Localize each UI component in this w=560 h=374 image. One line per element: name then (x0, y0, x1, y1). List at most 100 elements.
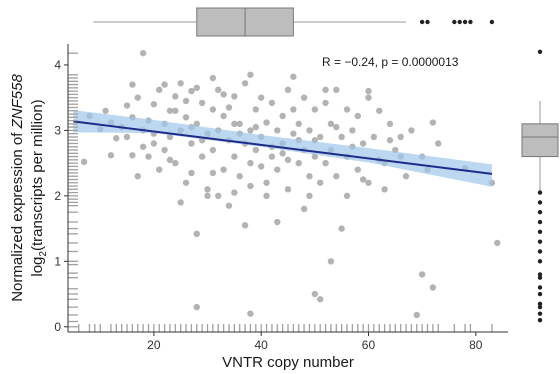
correlation-annotation: R = −0.24, p = 0.0000013 (322, 55, 459, 69)
x-tick-label: 60 (362, 338, 376, 352)
data-point (306, 127, 313, 134)
y-box-outlier (537, 190, 543, 195)
data-point (274, 218, 281, 226)
y-tick-label: 3 (54, 123, 61, 137)
data-point (113, 135, 120, 142)
data-point (316, 179, 324, 186)
data-point (435, 140, 442, 147)
data-point (129, 152, 136, 159)
data-point (150, 140, 158, 147)
data-point (209, 146, 217, 154)
data-point (236, 120, 243, 128)
data-point (311, 153, 319, 160)
data-point (172, 93, 179, 100)
data-point (284, 186, 292, 193)
data-point (193, 120, 200, 128)
data-point (156, 86, 163, 94)
data-point (166, 107, 174, 114)
y-axis-title-log: log (29, 257, 46, 277)
data-point (134, 94, 141, 101)
data-point (274, 127, 281, 134)
data-point (327, 120, 335, 128)
data-point (263, 192, 270, 200)
data-point (209, 169, 217, 177)
data-point (333, 173, 340, 180)
data-point (166, 156, 174, 164)
data-point (139, 49, 147, 57)
y-box-outlier (537, 49, 543, 55)
y-box-outlier (537, 285, 543, 290)
data-point (209, 74, 217, 82)
data-point (182, 97, 190, 105)
y-axis-title-gene: ZNF558 (9, 74, 26, 130)
data-point (333, 123, 340, 131)
data-point (381, 186, 388, 193)
data-point (204, 186, 211, 193)
data-point (123, 102, 131, 109)
y-axis-title-suffix: (transcripts per million) (29, 99, 46, 251)
data-point (188, 140, 195, 147)
data-point (209, 106, 217, 113)
data-point (193, 84, 200, 92)
data-point (204, 192, 211, 200)
x-box-outlier (452, 19, 457, 25)
y-box-outlier (537, 249, 543, 254)
y-axis-title-subscript: 2 (38, 251, 49, 257)
data-point (268, 99, 276, 107)
data-point (311, 106, 319, 113)
y-axis-title-line-2: log2(transcripts per million) (29, 99, 49, 276)
y-box-outlier (537, 301, 543, 307)
data-point (252, 106, 260, 113)
data-point (247, 310, 254, 317)
data-point (359, 140, 367, 147)
data-point (188, 169, 195, 177)
data-point (300, 205, 308, 213)
y-box-outlier (537, 291, 543, 297)
data-point (123, 133, 131, 141)
y-rug (68, 52, 78, 328)
data-point (107, 152, 115, 159)
data-point (166, 133, 174, 141)
data-point (150, 101, 158, 108)
data-point (284, 86, 292, 94)
data-point (386, 120, 394, 128)
data-point (429, 284, 437, 291)
top-marginal-boxplot (93, 7, 495, 37)
data-point (161, 81, 168, 88)
data-point (338, 225, 345, 232)
data-point (134, 173, 141, 180)
data-point (354, 112, 361, 120)
y-box-body (521, 123, 559, 158)
data-point (220, 112, 227, 120)
data-point (193, 230, 200, 238)
x-tick-label: 40 (254, 338, 268, 352)
data-point (102, 107, 109, 114)
data-point (156, 166, 163, 173)
data-point (279, 150, 286, 157)
data-point (349, 127, 356, 134)
data-point (263, 119, 270, 126)
y-box-outlier (537, 272, 543, 277)
x-box-outlier (489, 19, 495, 25)
data-point (231, 93, 238, 100)
data-point (172, 107, 179, 114)
y-box-outlier (537, 275, 543, 280)
data-point (376, 107, 383, 114)
y-tick-label: 0 (54, 320, 61, 334)
data-point (343, 192, 351, 200)
data-point (386, 137, 394, 144)
data-point (263, 179, 270, 186)
y-box-outlier (537, 200, 543, 205)
data-point (193, 303, 200, 311)
data-point (284, 156, 292, 164)
data-point (306, 192, 313, 200)
data-point (241, 80, 249, 87)
data-point (236, 173, 243, 180)
data-point (365, 94, 372, 101)
y-axis-title-line-1: Normalized expression of ZNF558 (9, 74, 26, 302)
plot-panel (73, 49, 501, 319)
data-point (188, 87, 195, 95)
data-point (182, 114, 190, 121)
data-point (290, 106, 297, 113)
